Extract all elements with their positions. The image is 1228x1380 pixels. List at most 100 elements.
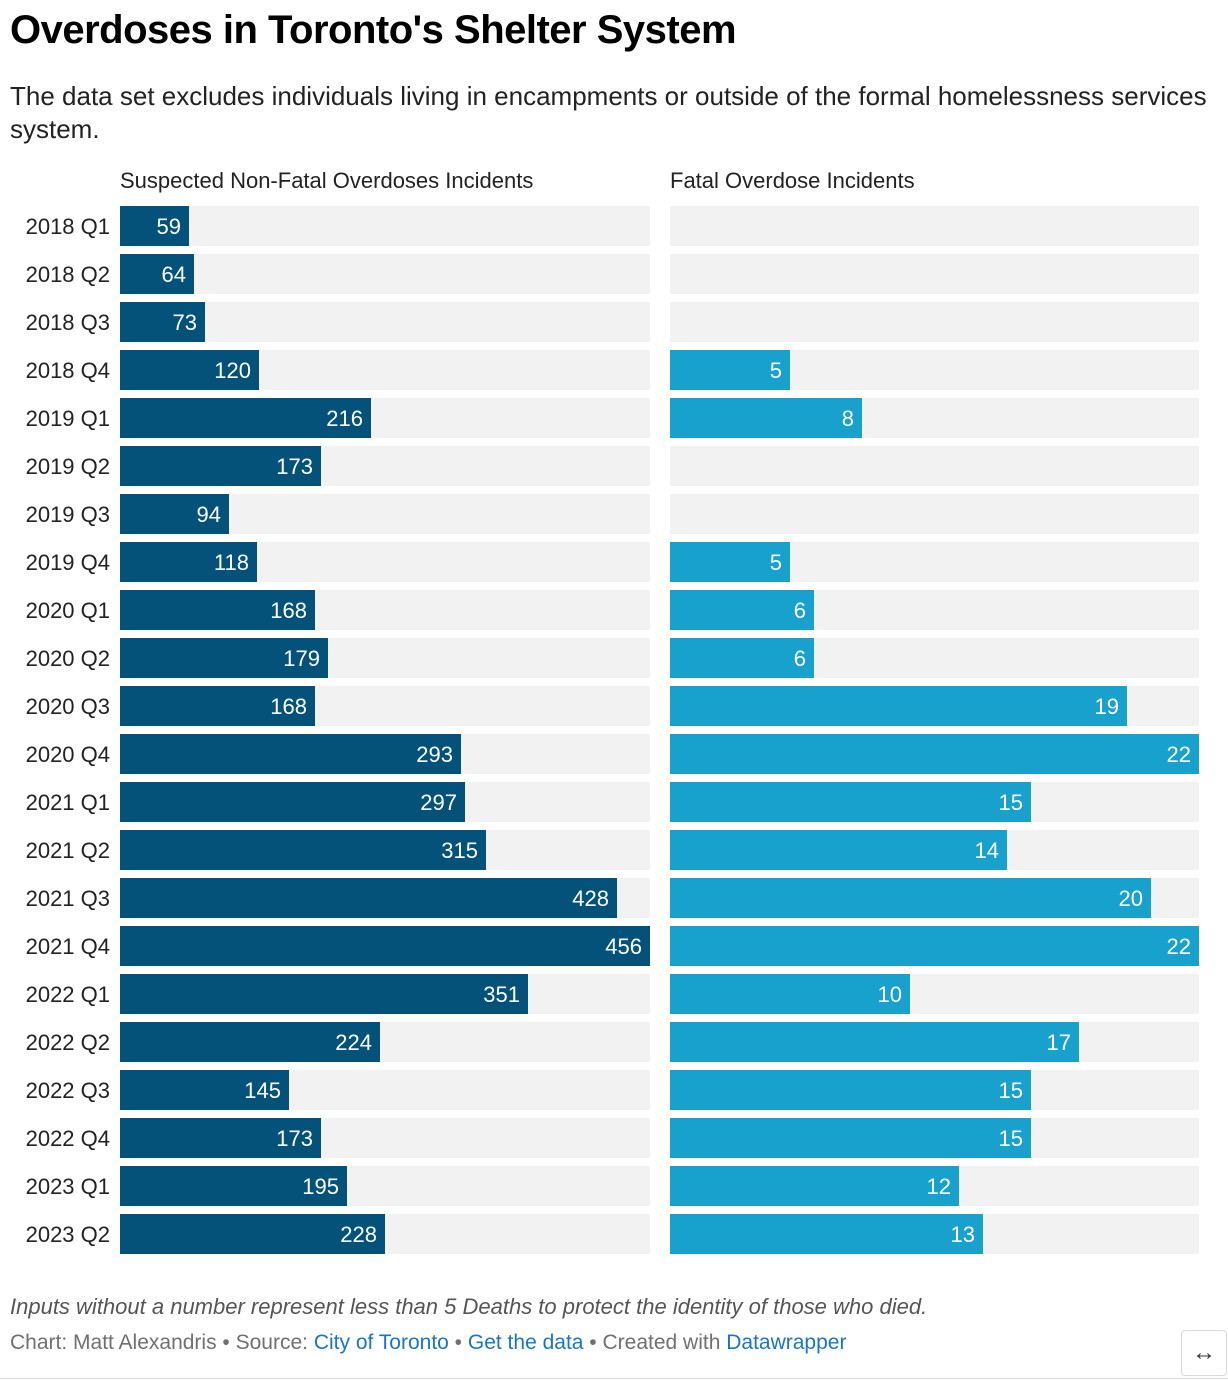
fatal-bar [670, 926, 1199, 966]
category-label: 2021 Q1 [26, 790, 110, 815]
fatal-value-label: 5 [770, 358, 782, 383]
non-fatal-bar [120, 734, 461, 774]
category-label: 2019 Q1 [26, 406, 110, 431]
fatal-value-label: 19 [1095, 694, 1119, 719]
non-fatal-bar [120, 830, 486, 870]
fatal-bar [670, 974, 910, 1014]
expand-icon[interactable]: ↔ [1181, 1330, 1227, 1376]
fatal-value-label: 20 [1119, 886, 1143, 911]
fatal-bar [670, 830, 1007, 870]
fatal-bar [670, 878, 1151, 918]
non-fatal-value-label: 297 [420, 790, 457, 815]
category-label: 2020 Q3 [26, 694, 110, 719]
category-label: 2018 Q1 [26, 214, 110, 239]
non-fatal-value-label: 293 [416, 742, 453, 767]
bar-track [670, 446, 1199, 486]
non-fatal-bar [120, 1166, 347, 1206]
fatal-bar [670, 1022, 1079, 1062]
non-fatal-bar [120, 1118, 321, 1158]
fatal-bar [670, 1070, 1031, 1110]
non-fatal-bar [120, 302, 205, 342]
non-fatal-bar [120, 926, 650, 966]
non-fatal-bar [120, 446, 321, 486]
non-fatal-bar [120, 350, 259, 390]
fatal-bar [670, 350, 790, 390]
fatal-value-label: 22 [1167, 742, 1191, 767]
non-fatal-bar [120, 254, 194, 294]
fatal-bar [670, 734, 1199, 774]
fatal-value-label: 12 [927, 1174, 951, 1199]
category-label: 2019 Q4 [26, 550, 110, 575]
footnote: Inputs without a number represent less t… [10, 1294, 928, 1319]
category-label: 2021 Q4 [26, 934, 110, 959]
non-fatal-value-label: 73 [173, 310, 197, 335]
category-label: 2020 Q1 [26, 598, 110, 623]
non-fatal-value-label: 179 [283, 646, 320, 671]
category-label: 2023 Q1 [26, 1174, 110, 1199]
non-fatal-value-label: 64 [162, 262, 186, 287]
non-fatal-bar [120, 1022, 380, 1062]
source-link[interactable]: City of Toronto [313, 1331, 449, 1354]
category-label: 2022 Q3 [26, 1078, 110, 1103]
bar-track [120, 302, 650, 342]
category-label: 2022 Q1 [26, 982, 110, 1007]
non-fatal-bar [120, 494, 229, 534]
bar-track [670, 206, 1199, 246]
non-fatal-bar [120, 398, 371, 438]
fatal-bar [670, 1214, 983, 1254]
non-fatal-bar [120, 878, 617, 918]
bar-track [120, 254, 650, 294]
chart-title: Overdoses in Toronto's Shelter System [10, 8, 737, 52]
non-fatal-bar [120, 782, 465, 822]
bottom-divider [0, 1378, 1228, 1379]
fatal-bar [670, 1118, 1031, 1158]
get-the-data-link[interactable]: Get the data [467, 1331, 584, 1354]
category-label: 2020 Q2 [26, 646, 110, 671]
non-fatal-value-label: 94 [197, 502, 221, 527]
non-fatal-value-label: 118 [214, 550, 249, 575]
datawrapper-link[interactable]: Datawrapper [726, 1331, 847, 1354]
category-label: 2019 Q2 [26, 454, 110, 479]
bar-track [670, 254, 1199, 294]
non-fatal-column-header: Suspected Non-Fatal Overdoses Incidents [120, 168, 534, 193]
non-fatal-bar [120, 542, 257, 582]
non-fatal-value-label: 173 [276, 1126, 313, 1151]
category-label: 2018 Q2 [26, 262, 110, 287]
non-fatal-bar [120, 974, 528, 1014]
category-label: 2021 Q3 [26, 886, 110, 911]
fatal-value-label: 15 [999, 1078, 1023, 1103]
non-fatal-bar [120, 206, 189, 246]
non-fatal-value-label: 168 [270, 598, 307, 623]
fatal-value-label: 22 [1167, 934, 1191, 959]
bar-chart: 2018 Q1 59 2018 Q2 64 2018 Q3 73 2018 Q4 120 5 20… [26, 206, 1199, 1254]
fatal-value-label: 5 [770, 550, 782, 575]
non-fatal-bar [120, 1214, 385, 1254]
fatal-value-label: 10 [878, 982, 902, 1007]
non-fatal-bar [120, 686, 315, 726]
fatal-bar [670, 1166, 959, 1206]
fatal-value-label: 6 [794, 646, 806, 671]
category-label: 2022 Q2 [26, 1030, 110, 1055]
fatal-bar [670, 398, 862, 438]
non-fatal-bar [120, 638, 328, 678]
non-fatal-value-label: 228 [340, 1222, 377, 1247]
non-fatal-value-label: 315 [441, 838, 478, 863]
category-label: 2022 Q4 [26, 1126, 110, 1151]
category-label: 2023 Q2 [26, 1222, 110, 1247]
category-label: 2018 Q3 [26, 310, 110, 335]
fatal-column-header: Fatal Overdose Incidents [670, 168, 915, 193]
category-label: 2020 Q4 [26, 742, 110, 767]
non-fatal-value-label: 145 [244, 1078, 281, 1103]
non-fatal-value-label: 224 [335, 1030, 372, 1055]
non-fatal-value-label: 428 [572, 886, 609, 911]
non-fatal-value-label: 59 [157, 214, 181, 239]
category-label: 2018 Q4 [26, 358, 110, 383]
fatal-bar [670, 542, 790, 582]
non-fatal-value-label: 456 [605, 934, 642, 959]
non-fatal-value-label: 351 [483, 982, 520, 1007]
fatal-value-label: 15 [999, 790, 1023, 815]
fatal-value-label: 14 [975, 838, 999, 863]
fatal-bar [670, 590, 814, 630]
credits-prefix: Chart: Matt Alexandris • Source: [10, 1331, 314, 1354]
category-label: 2021 Q2 [26, 838, 110, 863]
